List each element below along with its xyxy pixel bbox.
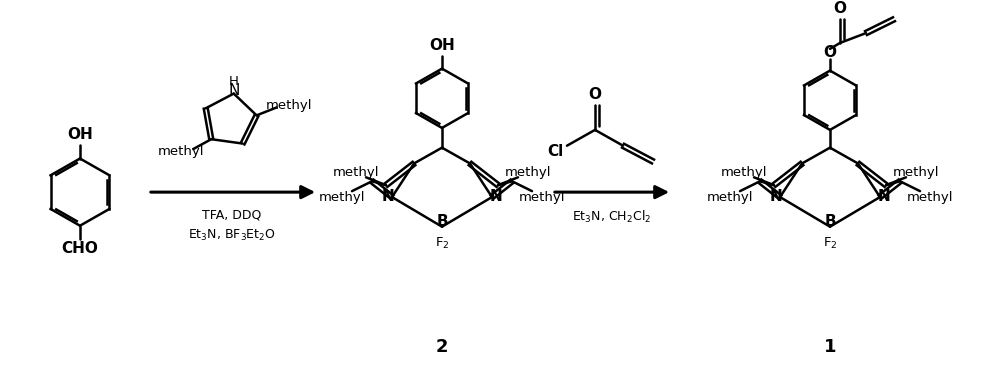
Text: methyl: methyl bbox=[505, 166, 551, 179]
Text: methyl: methyl bbox=[265, 99, 312, 112]
Text: B: B bbox=[824, 214, 836, 229]
Text: H: H bbox=[229, 75, 239, 88]
Text: N: N bbox=[490, 189, 502, 204]
Text: N: N bbox=[878, 189, 890, 204]
Text: TFA, DDQ: TFA, DDQ bbox=[202, 208, 262, 221]
Text: methyl: methyl bbox=[519, 191, 565, 204]
Text: 2: 2 bbox=[436, 338, 448, 356]
Text: O: O bbox=[588, 87, 602, 102]
Text: Cl: Cl bbox=[547, 144, 563, 159]
Text: F$_2$: F$_2$ bbox=[823, 236, 837, 251]
Text: methyl: methyl bbox=[721, 166, 767, 179]
Text: methyl: methyl bbox=[707, 191, 753, 204]
Text: F$_2$: F$_2$ bbox=[435, 236, 449, 251]
Text: O: O bbox=[834, 1, 846, 16]
Text: methyl: methyl bbox=[319, 191, 365, 204]
Text: Et$_3$N, CH$_2$Cl$_2$: Et$_3$N, CH$_2$Cl$_2$ bbox=[572, 209, 652, 225]
Text: methyl: methyl bbox=[158, 145, 204, 158]
Text: N: N bbox=[382, 189, 394, 204]
Text: O: O bbox=[824, 45, 837, 60]
Text: N: N bbox=[228, 83, 239, 98]
Text: methyl: methyl bbox=[333, 166, 379, 179]
Text: OH: OH bbox=[67, 127, 93, 142]
Text: methyl: methyl bbox=[907, 191, 953, 204]
Text: CHO: CHO bbox=[62, 241, 98, 256]
Text: OH: OH bbox=[429, 38, 455, 53]
Text: N: N bbox=[770, 189, 782, 204]
Text: B: B bbox=[436, 214, 448, 229]
Text: Et$_3$N, BF$_3$Et$_2$O: Et$_3$N, BF$_3$Et$_2$O bbox=[188, 228, 276, 243]
Text: 1: 1 bbox=[824, 338, 836, 356]
Text: methyl: methyl bbox=[893, 166, 939, 179]
